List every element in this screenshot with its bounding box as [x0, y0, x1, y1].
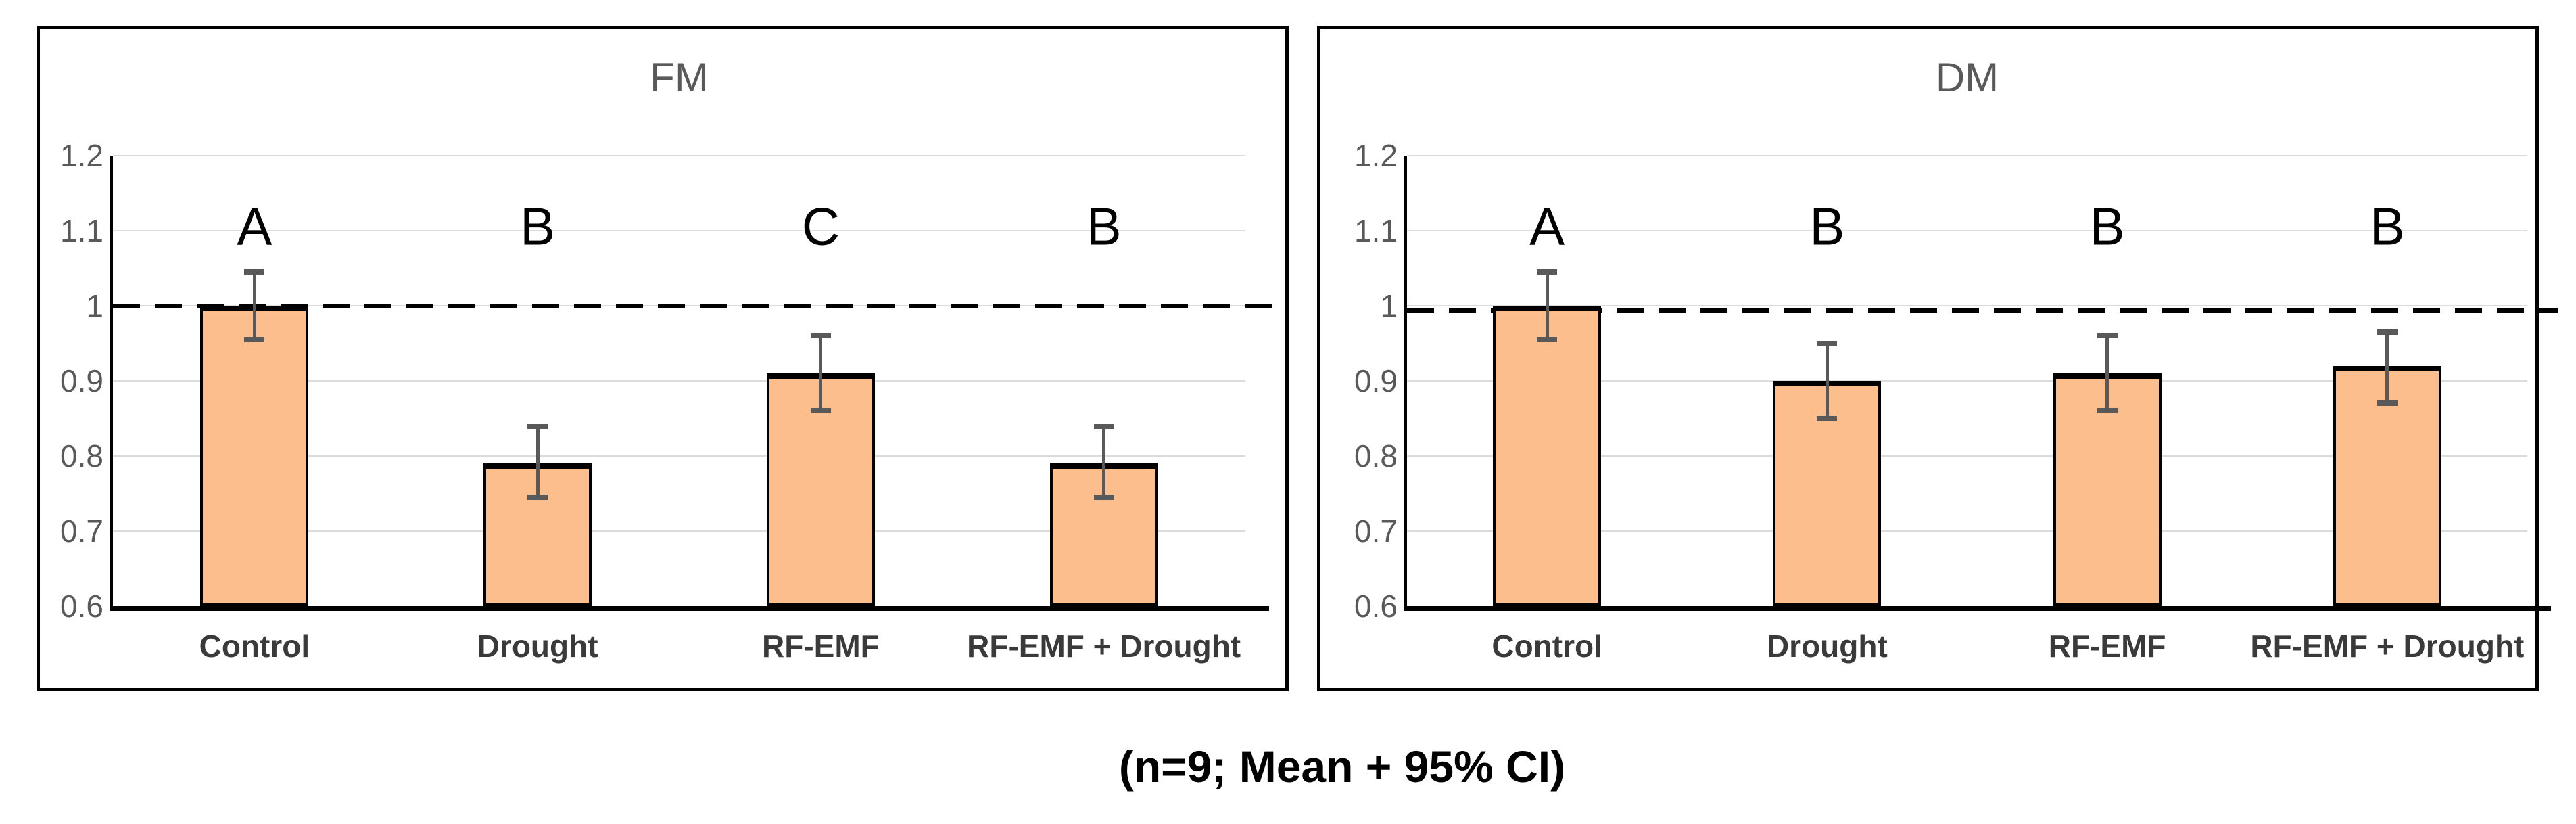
bar-rf-emf [766, 373, 875, 606]
reference-dashed-line [1407, 308, 2558, 313]
error-bar-rf-emf [819, 336, 823, 411]
error-bar-drought [535, 426, 540, 498]
gridline [1407, 230, 2527, 231]
error-cap-top [1093, 423, 1114, 429]
sig-letter-rf-emf-drought: B [2369, 196, 2405, 256]
category-label-rf-emf-drought: RF-EMF + Drought [2250, 628, 2525, 664]
y-axis-tick-label: 0.8 [60, 438, 103, 474]
error-cap-bottom [527, 495, 548, 501]
error-bar-drought [1825, 343, 1829, 419]
y-axis-tick-label: 1.1 [1354, 213, 1398, 248]
error-cap-top [1537, 269, 1558, 275]
y-axis-tick-label: 0.6 [1354, 589, 1398, 624]
chart-title-dm: DM [1935, 55, 1999, 100]
error-cap-bottom [2377, 400, 2398, 407]
error-cap-top [1817, 340, 1838, 346]
y-axis-tick-label: 1 [1380, 288, 1398, 323]
sig-letter-drought: B [1809, 196, 1845, 256]
gridline [1407, 305, 2527, 306]
category-label-drought: Drought [477, 628, 598, 664]
error-cap-top [2097, 333, 2118, 339]
y-axis-tick-label: 0.7 [60, 513, 103, 549]
x-axis-line [110, 606, 1269, 611]
error-bar-control [1545, 272, 1549, 340]
error-cap-bottom [810, 408, 831, 414]
gridline [113, 380, 1245, 382]
category-label-rf-emf: RF-EMF [762, 628, 880, 664]
bar-control [200, 306, 309, 606]
sig-letter-rf-emf-drought: B [1086, 196, 1122, 256]
gridline [113, 155, 1245, 156]
gridline [113, 455, 1245, 457]
y-axis-tick-label: 1.2 [60, 138, 103, 173]
error-cap-bottom [1817, 415, 1838, 421]
error-cap-bottom [1093, 495, 1114, 501]
category-label-control: Control [199, 628, 310, 664]
error-bar-rf-emf-drought [2385, 331, 2389, 404]
category-label-rf-emf: RF-EMF [2048, 628, 2166, 664]
error-bar-rf-emf-drought [1102, 426, 1106, 498]
error-cap-bottom [2097, 408, 2118, 414]
sig-letter-drought: B [520, 196, 556, 256]
reference-dashed-line [113, 304, 1276, 308]
error-bar-rf-emf [2105, 336, 2109, 411]
sig-letter-control: A [237, 196, 272, 256]
gridline [1407, 155, 2527, 156]
error-cap-bottom [244, 336, 265, 342]
x-axis-line [1404, 606, 2551, 611]
y-axis-tick-label: 1 [86, 288, 103, 323]
category-label-rf-emf-drought: RF-EMF + Drought [967, 628, 1241, 664]
error-cap-top [810, 333, 831, 339]
y-axis-tick-label: 1.1 [60, 213, 103, 248]
error-cap-top [244, 269, 265, 275]
gridline [1407, 380, 2527, 382]
error-cap-top [527, 423, 548, 429]
chart-title-fm: FM [650, 55, 709, 100]
y-axis-tick-label: 0.7 [1354, 513, 1398, 549]
chart-panel-fm: FM 0.6 0.7 0.8 0.9 1 1.1 1.2 A Control B Drought C R… [37, 26, 1289, 691]
figure-caption: (n=9; Mean + 95% CI) [1118, 741, 1566, 792]
y-axis-tick-label: 0.6 [60, 589, 103, 624]
gridline [1407, 455, 2527, 457]
error-cap-top [2377, 329, 2398, 335]
y-axis-line [1404, 156, 1407, 611]
y-axis-tick-label: 0.9 [60, 363, 103, 398]
chart-panel-dm: DM 0.6 0.7 0.8 0.9 1 1.1 1.2 A Control B Drought B R… [1317, 26, 2558, 691]
y-axis-line [110, 156, 113, 611]
gridline [1407, 530, 2527, 532]
y-axis-tick-label: 0.8 [1354, 438, 1398, 474]
bar-control [1493, 306, 1602, 606]
sig-letter-rf-emf: C [801, 196, 840, 256]
gridline [113, 530, 1245, 532]
sig-letter-control: A [1529, 196, 1565, 256]
sig-letter-rf-emf: B [2089, 196, 2125, 256]
category-label-drought: Drought [1766, 628, 1888, 664]
category-label-control: Control [1492, 628, 1602, 664]
y-axis-tick-label: 0.9 [1354, 363, 1398, 398]
error-bar-control [252, 272, 256, 340]
error-cap-bottom [1537, 336, 1558, 342]
gridline [113, 230, 1245, 231]
y-axis-tick-label: 1.2 [1354, 138, 1398, 173]
